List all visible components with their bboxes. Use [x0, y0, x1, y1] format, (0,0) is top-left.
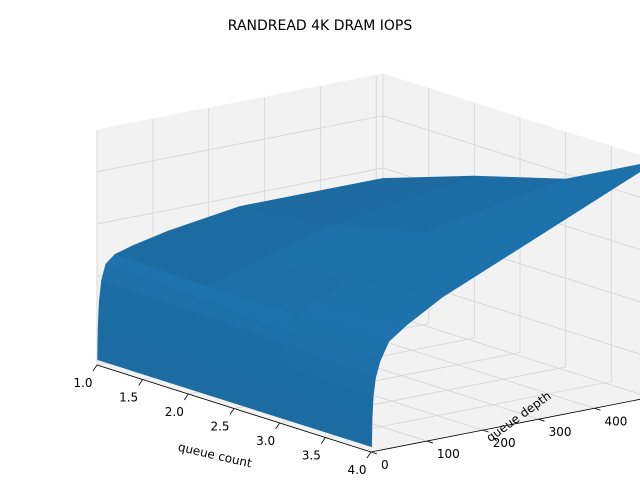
x-ticks: 1.0 1.5 2.0 2.5 3.0 3.5 4.0 [73, 364, 372, 477]
y-ticks: 0100200300400500 [370, 407, 627, 472]
x-tick-mark [275, 422, 280, 430]
y-tick-mark [370, 451, 378, 455]
x-tick-label: 3.5 [302, 449, 321, 463]
y-tick-mark [426, 440, 433, 444]
x-tick-label: 1.0 [73, 376, 92, 390]
y-tick-mark [482, 429, 489, 433]
z-grid-line-left [96, 167, 384, 225]
x-grid-line-floor [325, 381, 612, 438]
x-tick-label: 2.0 [165, 405, 184, 419]
y-grid-line-floor [376, 309, 640, 395]
y-tick-label: 0 [381, 458, 389, 472]
surface-mesh [97, 164, 640, 448]
y-tick-label: 400 [604, 414, 627, 428]
y-tick-label: 200 [493, 436, 516, 450]
x-tick-mark [184, 393, 189, 401]
y-tick-label: 100 [437, 447, 460, 461]
y-axis-line [370, 398, 640, 453]
z-grid-line-left [96, 115, 384, 173]
x-tick-mark [92, 364, 98, 372]
surface-patch [279, 388, 373, 448]
x-axis-label: queue count [177, 440, 254, 471]
x-tick-mark [321, 437, 326, 444]
y-tick-label: 300 [549, 425, 572, 439]
x-tick-label: 1.5 [119, 391, 138, 405]
x-tick-label: 3.0 [256, 434, 275, 448]
x-tick-mark [229, 408, 235, 415]
y-tick-mark [538, 418, 545, 422]
x-tick-label: 2.5 [210, 420, 229, 434]
x-tick-label: 4.0 [347, 463, 366, 477]
y-tick-mark [594, 407, 601, 411]
x-tick-mark [138, 379, 143, 386]
x-tick-mark [366, 451, 372, 459]
chart-title: RANDREAD 4K DRAM IOPS [228, 18, 413, 34]
